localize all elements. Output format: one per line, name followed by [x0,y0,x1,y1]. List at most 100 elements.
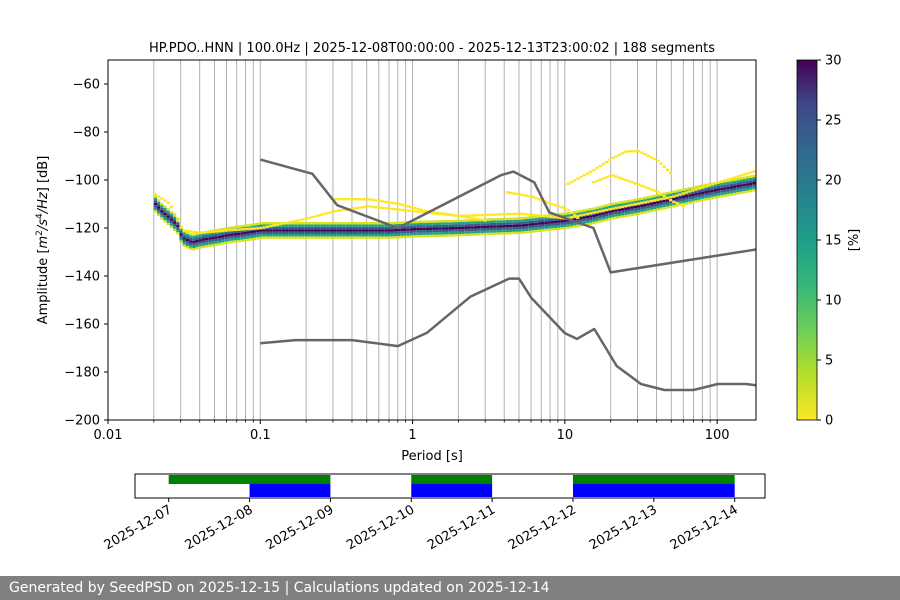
psd-cell [355,206,359,210]
psd-cell [374,199,378,202]
psd-cell [467,216,471,219]
y-tick-label: −80 [73,126,100,141]
psd-cell [333,209,337,213]
psd-cell [464,214,468,217]
psd-cell [694,195,698,198]
psd-cell [371,226,375,230]
psd-cell [237,232,241,236]
psd-cell [403,235,407,239]
psd-cell [429,234,433,238]
psd-cell [390,236,394,239]
psd-cell [317,234,321,237]
psd-cell [544,221,548,225]
psd-cell [329,231,334,234]
psd-cell [278,236,282,239]
psd-cell [355,224,359,227]
psd-cell [189,237,193,241]
psd-cell [569,223,574,226]
psd-cell [579,214,583,217]
psd-cell [544,215,548,218]
psd-cell [272,226,276,230]
psd-cell [198,243,202,247]
psd-cell [723,179,727,182]
psd-cell [192,230,196,234]
psd-cell [672,197,676,201]
psd-cell [185,234,190,237]
psd-cell [371,234,375,237]
psd-cell [611,202,615,206]
psd-cell [582,209,586,212]
psd-cell [451,231,455,235]
psd-cell [633,205,638,209]
psd-cell [301,236,305,239]
psd-cell [720,183,724,186]
psd-cell [329,210,334,214]
psd-cell [381,236,385,239]
psd-cell [739,186,743,190]
psd-cell [505,212,510,216]
psd-cell [294,231,298,234]
psd-cell [355,229,359,232]
psd-cell [653,157,657,161]
psd-cell [470,223,474,227]
psd-cell [288,236,292,239]
psd-cell [217,228,222,231]
psd-cell [525,218,529,222]
psd-cell [262,224,266,227]
psd-cell [182,237,186,240]
psd-cell [576,177,580,180]
psd-cell [272,236,276,239]
psd-cell [592,168,596,172]
psd-cell [301,231,305,234]
psd-cell [729,177,734,180]
psd-cell [371,222,375,225]
psd-cell [192,238,196,241]
psd-cell [317,224,321,227]
psd-cell [256,227,260,230]
psd-cell [745,178,750,181]
psd-cell [387,229,391,232]
psd-cell [608,203,612,206]
psd-cell [749,189,753,193]
psd-cell [560,212,564,216]
psd-cell [189,247,193,250]
psd-cell [733,180,737,184]
psd-cell [265,236,270,239]
psd-cell [249,223,254,227]
psd-cell [272,222,276,225]
psd-cell [217,235,222,239]
psd-cell [313,215,318,218]
psd-cell [153,205,158,208]
psd-cell [512,229,516,232]
psd-cell [582,211,586,215]
psd-cell [457,231,462,235]
psd-cell [438,232,442,235]
psd-cell [717,186,721,189]
psd-cell [585,212,590,216]
psd-cell [157,211,161,214]
psd-cell [585,208,590,212]
psd-cell [483,213,487,217]
psd-cell [403,230,407,234]
psd-cell [464,219,468,222]
psd-cell [745,190,750,193]
psd-cell [595,206,599,210]
psd-cell [739,191,743,195]
psd-cell [659,207,663,211]
psd-cell [624,204,628,208]
psd-cell [697,197,702,200]
psd-cell [265,224,270,227]
psd-cell [281,226,286,230]
psd-cell [643,185,647,189]
psd-cell [477,214,481,217]
psd-cell [560,220,564,223]
psd-cell [153,198,158,201]
psd-cell [685,199,689,203]
psd-cell [569,216,574,219]
psd-cell [179,235,183,239]
psd-cell [454,214,458,217]
psd-cell [656,198,660,201]
timeline-bars [168,475,735,497]
psd-cell [451,226,455,230]
psd-cell [547,226,551,229]
